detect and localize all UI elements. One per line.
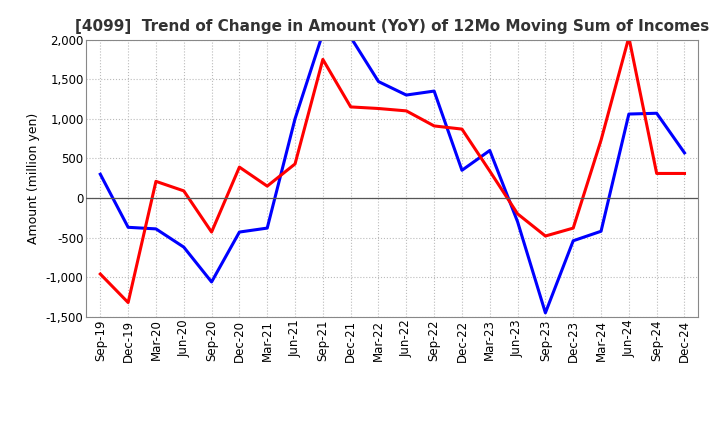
Ordinary Income — [318, 31, 327, 36]
Ordinary Income — [652, 110, 661, 116]
Ordinary Income — [96, 172, 104, 177]
Net Income — [207, 229, 216, 235]
Ordinary Income — [235, 229, 243, 235]
Ordinary Income — [152, 226, 161, 231]
Ordinary Income — [374, 79, 383, 84]
Ordinary Income — [430, 88, 438, 94]
Ordinary Income — [513, 219, 522, 224]
Ordinary Income — [458, 168, 467, 173]
Net Income — [235, 165, 243, 170]
Net Income — [597, 138, 606, 143]
Ordinary Income — [291, 116, 300, 121]
Net Income — [652, 171, 661, 176]
Ordinary Income — [541, 310, 550, 315]
Net Income — [402, 108, 410, 114]
Ordinary Income — [680, 150, 689, 155]
Net Income — [179, 188, 188, 194]
Net Income — [430, 123, 438, 128]
Line: Ordinary Income: Ordinary Income — [100, 33, 685, 313]
Net Income — [541, 233, 550, 238]
Ordinary Income — [569, 238, 577, 243]
Net Income — [124, 300, 132, 305]
Ordinary Income — [624, 111, 633, 117]
Net Income — [152, 179, 161, 184]
Net Income — [624, 35, 633, 40]
Ordinary Income — [402, 92, 410, 98]
Net Income — [291, 161, 300, 167]
Net Income — [318, 57, 327, 62]
Y-axis label: Amount (million yen): Amount (million yen) — [27, 113, 40, 244]
Net Income — [374, 106, 383, 111]
Net Income — [513, 211, 522, 216]
Net Income — [263, 183, 271, 189]
Ordinary Income — [124, 225, 132, 230]
Title: [4099]  Trend of Change in Amount (YoY) of 12Mo Moving Sum of Incomes: [4099] Trend of Change in Amount (YoY) o… — [76, 19, 709, 34]
Ordinary Income — [207, 279, 216, 285]
Ordinary Income — [263, 225, 271, 231]
Line: Net Income: Net Income — [100, 37, 685, 303]
Net Income — [569, 225, 577, 231]
Net Income — [96, 271, 104, 277]
Net Income — [680, 171, 689, 176]
Ordinary Income — [179, 245, 188, 250]
Net Income — [485, 169, 494, 174]
Net Income — [346, 104, 355, 110]
Ordinary Income — [597, 229, 606, 234]
Ordinary Income — [485, 148, 494, 153]
Ordinary Income — [346, 35, 355, 40]
Net Income — [458, 126, 467, 132]
